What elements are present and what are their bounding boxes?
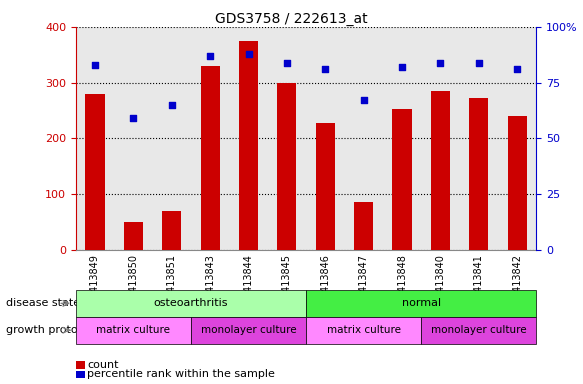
Point bbox=[282, 60, 292, 66]
Text: count: count bbox=[87, 360, 119, 370]
Point bbox=[436, 60, 445, 66]
Point bbox=[321, 66, 330, 72]
Text: growth protocol: growth protocol bbox=[6, 325, 93, 335]
Text: monolayer culture: monolayer culture bbox=[431, 325, 526, 335]
Bar bbox=[76, 361, 85, 369]
FancyBboxPatch shape bbox=[421, 317, 536, 344]
FancyBboxPatch shape bbox=[191, 317, 306, 344]
Bar bbox=[85, 94, 104, 250]
Point bbox=[167, 102, 177, 108]
Text: disease state: disease state bbox=[6, 298, 80, 308]
Bar bbox=[76, 371, 85, 378]
Text: percentile rank within the sample: percentile rank within the sample bbox=[87, 369, 275, 379]
Point bbox=[129, 115, 138, 121]
Point bbox=[512, 66, 522, 72]
Bar bbox=[431, 91, 450, 250]
Bar bbox=[315, 122, 335, 250]
Bar bbox=[278, 83, 297, 250]
FancyBboxPatch shape bbox=[306, 290, 536, 317]
Text: monolayer culture: monolayer culture bbox=[201, 325, 296, 335]
Point bbox=[205, 53, 215, 59]
Point bbox=[359, 97, 368, 103]
Point bbox=[244, 51, 253, 57]
Bar bbox=[354, 202, 373, 250]
Point bbox=[90, 62, 100, 68]
Bar bbox=[508, 116, 527, 250]
Text: osteoarthritis: osteoarthritis bbox=[154, 298, 228, 308]
Point bbox=[398, 64, 407, 70]
Bar bbox=[124, 222, 143, 250]
Bar bbox=[239, 41, 258, 250]
Bar bbox=[392, 109, 412, 250]
Point bbox=[474, 60, 483, 66]
Bar bbox=[469, 98, 489, 250]
FancyBboxPatch shape bbox=[76, 290, 306, 317]
Text: GDS3758 / 222613_at: GDS3758 / 222613_at bbox=[215, 12, 368, 25]
Bar bbox=[201, 66, 220, 250]
Text: matrix culture: matrix culture bbox=[96, 325, 170, 335]
FancyBboxPatch shape bbox=[76, 317, 191, 344]
Text: matrix culture: matrix culture bbox=[326, 325, 401, 335]
Text: normal: normal bbox=[402, 298, 441, 308]
FancyBboxPatch shape bbox=[306, 317, 421, 344]
Bar bbox=[162, 211, 181, 250]
